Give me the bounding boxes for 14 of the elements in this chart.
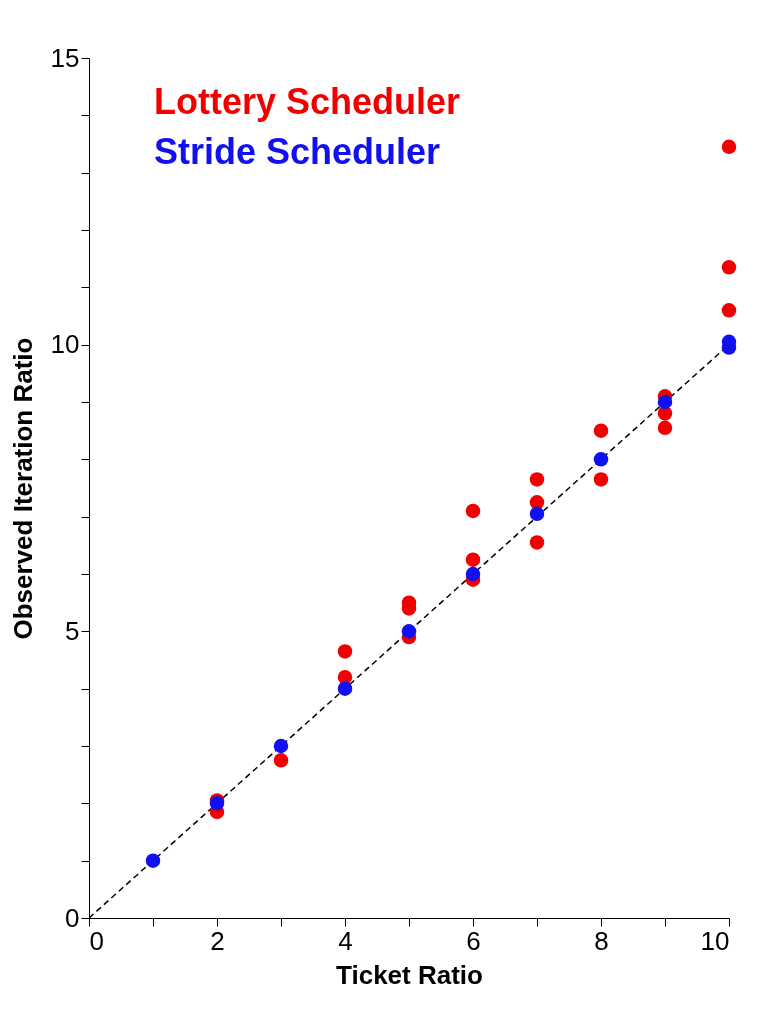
x-tick-label: 2	[210, 925, 225, 956]
y-tick-label: 15	[50, 42, 80, 73]
text: Lottery Scheduler	[154, 81, 461, 122]
text: Stride Scheduler	[154, 131, 441, 172]
x-axis-title: Ticket Ratio	[336, 959, 483, 990]
x-tick-label: 10	[700, 925, 730, 956]
y-tick-label: 5	[65, 615, 80, 646]
x-tick-label: 4	[338, 925, 353, 956]
x-tick-label: 0	[89, 925, 104, 956]
x-tick-label: 8	[594, 925, 609, 956]
y-tick-label: 0	[65, 902, 80, 933]
y-axis-title: Observed Iteration Ratio	[7, 337, 38, 640]
x-tick-label: 6	[466, 925, 481, 956]
y-tick-label: 10	[50, 329, 80, 360]
